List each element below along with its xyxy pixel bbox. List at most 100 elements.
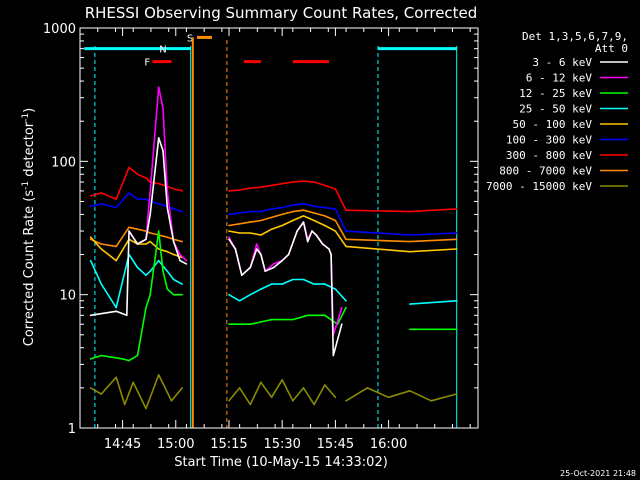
- data-point: [115, 306, 117, 309]
- data-point: [249, 210, 252, 213]
- data-point: [281, 206, 284, 209]
- data-point: [136, 243, 139, 245]
- data-point: [455, 328, 458, 331]
- data-point: [264, 270, 267, 273]
- chart-title: RHESSI Observing Summary Count Rates, Co…: [85, 4, 478, 22]
- data-point: [292, 181, 294, 183]
- data-point: [149, 213, 151, 216]
- data-point: [145, 407, 147, 410]
- data-point: [292, 400, 294, 402]
- data-point: [270, 228, 273, 230]
- y-tick-label: 100: [51, 155, 76, 170]
- series-line-50-100-kev: [228, 215, 457, 253]
- data-point: [270, 184, 273, 187]
- data-point: [228, 224, 230, 227]
- data-point: [157, 374, 160, 376]
- data-point: [324, 384, 326, 386]
- data-point: [272, 263, 275, 265]
- legend-entry-label: 12 - 25 keV: [519, 87, 592, 100]
- flag-label-N: N: [159, 45, 166, 56]
- data-point: [145, 238, 147, 241]
- axes-frame: [79, 27, 479, 429]
- data-point: [455, 208, 458, 210]
- data-point: [281, 213, 284, 216]
- data-point: [136, 266, 139, 269]
- data-point: [260, 253, 262, 256]
- data-point: [281, 224, 284, 227]
- y-axis-label-exp1: -1: [21, 181, 31, 190]
- data-point: [313, 205, 315, 208]
- data-point: [334, 230, 337, 232]
- data-point: [366, 387, 369, 389]
- data-point: [136, 173, 139, 176]
- data-point: [302, 203, 305, 205]
- data-point: [345, 230, 347, 232]
- data-point: [313, 181, 315, 183]
- data-point: [260, 186, 262, 188]
- data-point: [409, 240, 411, 243]
- data-point: [315, 234, 318, 236]
- data-point: [228, 400, 230, 402]
- data-point: [145, 177, 147, 179]
- data-point: [260, 210, 262, 213]
- data-point: [89, 238, 92, 241]
- data-point: [100, 354, 103, 357]
- data-point: [302, 215, 305, 217]
- data-point: [292, 210, 294, 213]
- y-tick-label: 1000: [43, 22, 76, 37]
- data-point: [145, 243, 147, 245]
- data-point: [324, 215, 326, 217]
- data-point: [324, 314, 326, 317]
- data-point: [162, 150, 164, 152]
- data-point: [270, 216, 273, 219]
- data-point: [228, 213, 230, 216]
- data-point: [128, 226, 130, 229]
- data-point: [260, 234, 262, 236]
- data-point: [166, 270, 169, 273]
- data-point: [157, 259, 160, 262]
- data-point: [115, 245, 117, 248]
- data-point: [292, 278, 294, 281]
- data-point: [306, 240, 309, 243]
- data-point: [238, 212, 241, 214]
- data-point: [260, 219, 262, 222]
- data-point: [292, 219, 294, 222]
- data-point: [228, 236, 230, 238]
- data-point: [281, 182, 284, 185]
- data-point: [345, 238, 347, 241]
- legend-entry-label: 7000 - 15000 keV: [486, 180, 592, 193]
- data-point: [100, 243, 103, 245]
- data-point: [313, 283, 315, 285]
- data-point: [179, 259, 181, 262]
- data-point: [181, 283, 183, 285]
- data-point: [162, 107, 164, 110]
- data-point: [249, 403, 252, 406]
- data-point: [89, 259, 92, 262]
- data-point: [270, 283, 273, 285]
- data-point: [409, 210, 411, 213]
- legend-entry-label: 100 - 300 keV: [506, 134, 592, 147]
- data-point: [287, 253, 290, 256]
- x-tick-label: 15:00: [157, 437, 194, 452]
- data-point: [341, 306, 343, 309]
- y-axis-label-main: Corrected Count Rate (s: [22, 190, 37, 347]
- data-point: [238, 232, 241, 234]
- data-point: [185, 263, 188, 265]
- x-tick-label: 14:45: [104, 437, 141, 452]
- data-point: [241, 274, 243, 277]
- data-point: [238, 189, 241, 191]
- data-point: [157, 203, 160, 205]
- data-point: [455, 238, 458, 241]
- data-point: [149, 270, 151, 273]
- data-point: [249, 323, 252, 326]
- data-point: [172, 293, 175, 296]
- data-point: [145, 306, 147, 309]
- data-point: [181, 210, 183, 213]
- data-point: [234, 248, 237, 250]
- data-point: [228, 230, 230, 232]
- data-point: [228, 238, 230, 241]
- data-point: [89, 387, 92, 389]
- data-point: [157, 182, 160, 185]
- data-point: [302, 209, 305, 211]
- data-point: [89, 195, 92, 197]
